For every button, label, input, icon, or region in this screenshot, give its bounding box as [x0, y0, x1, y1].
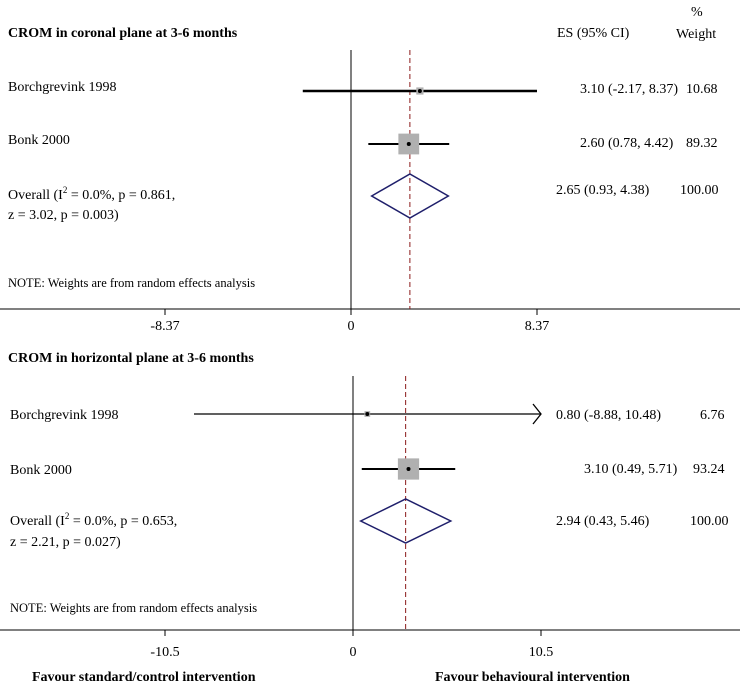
panel1-overall-label-line2: z = 3.02, p = 0.003)	[8, 208, 119, 223]
panel1-tick-label: -8.37	[150, 319, 179, 334]
panel2-weight-text: 93.24	[693, 462, 725, 477]
panel1-point-estimate	[417, 89, 422, 93]
panel1-ci-text: 3.10 (-2.17, 8.37)	[580, 82, 678, 97]
panel1-weight-text: 89.32	[686, 136, 718, 151]
panel2-ci-text: 0.80 (-8.88, 10.48)	[556, 408, 661, 423]
panel1-study-label: Borchgrevink 1998	[8, 80, 116, 95]
panel1-overall-ci-text: 2.65 (0.93, 4.38)	[556, 183, 650, 198]
panel2-title: CROM in horizontal plane at 3-6 months	[8, 351, 254, 366]
panel2-tick-label: -10.5	[150, 645, 179, 660]
panel2-tick-label: 10.5	[529, 645, 554, 660]
panel1-note: NOTE: Weights are from random effects an…	[8, 276, 255, 290]
panel1-overall-diamond	[370, 173, 450, 219]
panel1-ci-text: 2.60 (0.78, 4.42)	[580, 136, 674, 151]
panel2-ci-text: 3.10 (0.49, 5.71)	[584, 462, 678, 477]
panel2-overall-ci-text: 2.94 (0.43, 5.46)	[556, 514, 650, 529]
panel1-tick-label: 0	[348, 319, 355, 334]
panel2-overall-label-line1: Overall (I2 = 0.0%, p = 0.653,	[10, 511, 177, 529]
panel1-weight-pct-header: %	[691, 5, 703, 20]
panel2-ci-arrow	[532, 403, 542, 425]
panel1-weight-text: 10.68	[686, 82, 718, 97]
panel1-overall-weight-text: 100.00	[680, 183, 719, 198]
panel2-note: NOTE: Weights are from random effects an…	[10, 601, 257, 615]
panel1-es-header: ES (95% CI)	[557, 26, 630, 41]
panel1-title: CROM in coronal plane at 3-6 months	[8, 26, 238, 41]
panel1-point-estimate	[406, 142, 411, 146]
panel2-study-label: Borchgrevink 1998	[10, 408, 118, 423]
panel1-weight-header: Weight	[676, 27, 716, 42]
panel2-point-estimate	[406, 467, 411, 471]
panel1-tick-label: 8.37	[525, 319, 550, 334]
panel2-overall-diamond	[358, 498, 453, 544]
panel2-overall-label-line2: z = 2.21, p = 0.027)	[10, 535, 121, 550]
footer-left-label: Favour standard/control intervention	[32, 670, 256, 685]
panel2-overall-weight-text: 100.00	[690, 514, 729, 529]
panel2-tick-label: 0	[350, 645, 357, 660]
panel2-study-label: Bonk 2000	[10, 463, 72, 478]
panel1-study-label: Bonk 2000	[8, 133, 70, 148]
panel1-overall-label-line1: Overall (I2 = 0.0%, p = 0.861,	[8, 185, 175, 203]
panel2-weight-text: 6.76	[700, 408, 725, 423]
footer-right-label: Favour behavioural intervention	[435, 670, 630, 685]
panel2-point-estimate	[365, 412, 370, 416]
